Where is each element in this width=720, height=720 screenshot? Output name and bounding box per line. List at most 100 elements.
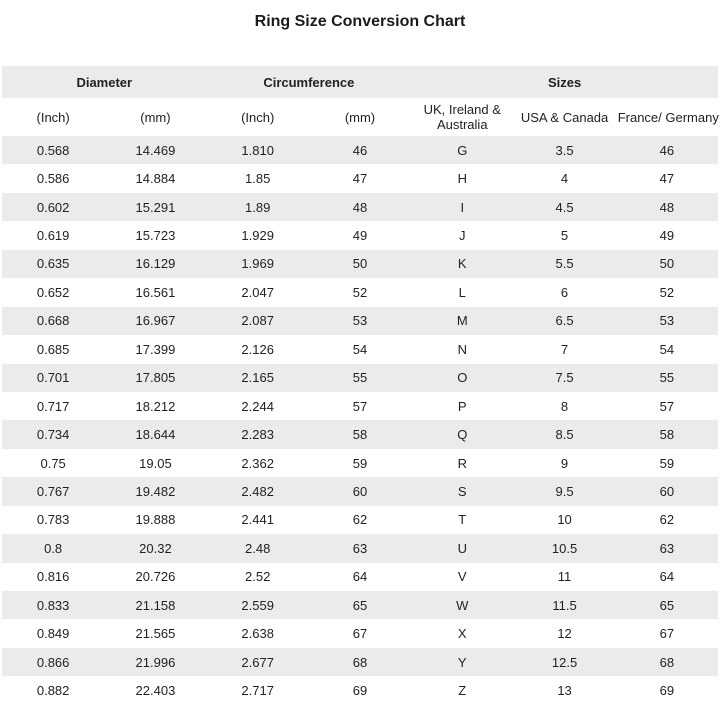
ring-size-table: Diameter Circumference Sizes (Inch) (mm)… — [2, 66, 719, 705]
table-cell: 11.5 — [552, 597, 577, 613]
table-cell: 8.5 — [555, 427, 574, 443]
table-cell: 62 — [659, 512, 675, 528]
table-cell: 50 — [659, 256, 675, 272]
table-cell: 60 — [659, 483, 675, 499]
table-cell: 5.5 — [555, 256, 574, 272]
table-cell: N — [457, 341, 467, 357]
table-cell: 65 — [659, 597, 675, 613]
column-header-france-germany: France/ Germany — [615, 98, 719, 136]
table-cell: 0.734 — [36, 427, 70, 443]
table-cell: 2.638 — [241, 626, 274, 642]
table-cell: 48 — [352, 199, 368, 215]
table-cell: 68 — [659, 654, 675, 670]
table-cell: 54 — [659, 341, 675, 357]
table-cell: 46 — [352, 142, 368, 158]
table-cell: 0.849 — [36, 626, 70, 642]
table-cell: 53 — [352, 313, 368, 329]
table-cell: 65 — [352, 597, 368, 613]
table-cell: 63 — [659, 540, 675, 556]
table-cell: 49 — [352, 228, 368, 244]
table-cell: 18.644 — [135, 427, 176, 443]
table-cell: 2.441 — [241, 512, 274, 528]
table-cell: 0.783 — [36, 512, 70, 528]
table-cell: 2.087 — [241, 313, 274, 329]
table-cell: 59 — [659, 455, 675, 471]
table-cell: M — [456, 313, 468, 329]
table-cell: 15.291 — [135, 199, 176, 215]
table-cell: 67 — [659, 626, 675, 642]
table-cell: 55 — [659, 370, 675, 386]
table-row: 0.635 16.129 1.969 50 K 5.5 50 — [2, 249, 718, 279]
table-cell: 3.5 — [555, 142, 574, 158]
table-body: 0.568 14.469 1.810 46 G 3.5 46 0.586 14.884 1.85 4… — [2, 136, 718, 705]
table-cell: 2.559 — [241, 597, 274, 613]
table-cell: 17.399 — [135, 341, 176, 357]
table-row: 0.652 16.561 2.047 52 L 6 52 — [2, 278, 718, 307]
table-cell: L — [458, 284, 466, 300]
table-cell: 1.969 — [241, 256, 274, 272]
table-cell: 9 — [560, 455, 569, 471]
table-row: 0.8 20.32 2.48 63 U 10.5 63 — [2, 534, 718, 563]
table-cell: 2.52 — [245, 569, 271, 585]
table-cell: 0.568 — [36, 142, 70, 158]
table-cell: 1.89 — [245, 199, 271, 215]
table-row: 0.717 18.212 2.244 57 P 8 57 — [2, 391, 718, 421]
table-cell: 49 — [659, 228, 675, 244]
table-cell: 20.32 — [139, 540, 172, 556]
table-cell: 2.283 — [241, 427, 274, 443]
table-row: 0.75 19.05 2.362 59 R 9 59 — [2, 448, 718, 478]
table-cell: X — [457, 626, 467, 642]
ring-size-conversion-page: Ring Size Conversion Chart Diameter Circ… — [2, 13, 719, 705]
table-cell: 11 — [557, 569, 572, 585]
table-cell: 67 — [352, 626, 368, 642]
table-cell: 6 — [560, 284, 569, 300]
table-row: 0.816 20.726 2.52 64 V 11 64 — [2, 562, 718, 591]
group-header-diameter: Diameter — [2, 66, 207, 98]
table-cell: 22.403 — [135, 683, 176, 699]
table-cell: 1.85 — [245, 171, 271, 187]
table-cell: 53 — [659, 313, 675, 329]
table-cell: 4 — [560, 171, 569, 187]
table-cell: 15.723 — [135, 228, 176, 244]
table-row: 0.783 19.888 2.441 62 T 10 62 — [2, 505, 718, 535]
table-cell: 0.8 — [44, 540, 63, 556]
table-cell: 60 — [352, 483, 368, 499]
table-cell: U — [457, 540, 467, 556]
table-cell: 21.158 — [135, 597, 176, 613]
table-cell: 2.165 — [241, 370, 274, 386]
table-row: 0.668 16.967 2.087 53 M 6.5 53 — [2, 306, 718, 336]
table-cell: Y — [457, 654, 467, 670]
table-cell: 14.884 — [135, 171, 176, 187]
table-cell: Z — [458, 683, 467, 699]
table-cell: 2.482 — [241, 483, 274, 499]
table-cell: 19.888 — [135, 512, 176, 528]
table-cell: 2.48 — [245, 540, 271, 556]
table-cell: 7.5 — [555, 370, 574, 386]
table-cell: 16.561 — [135, 284, 176, 300]
table-cell: 47 — [352, 171, 368, 187]
table-row: 0.767 19.482 2.482 60 S 9.5 60 — [2, 477, 718, 506]
table-cell: 21.565 — [135, 626, 176, 642]
table-cell: 8 — [560, 398, 569, 414]
table-cell: 62 — [352, 512, 368, 528]
table-row: 0.619 15.723 1.929 49 J 5 49 — [2, 221, 718, 250]
table-cell: 0.701 — [36, 370, 70, 386]
table-cell: 47 — [659, 171, 675, 187]
table-cell: 14.469 — [135, 142, 176, 158]
table-cell: 0.717 — [36, 398, 70, 414]
table-cell: 4.5 — [555, 199, 574, 215]
table-cell: 1.929 — [241, 228, 274, 244]
table-cell: P — [457, 398, 467, 414]
table-cell: Q — [457, 427, 468, 443]
table-cell: 54 — [352, 341, 368, 357]
table-row: 0.685 17.399 2.126 54 N 7 54 — [2, 335, 718, 364]
table-row: 0.882 22.403 2.717 69 Z 13 69 — [2, 676, 718, 705]
table-cell: I — [460, 199, 465, 215]
group-header-sizes: Sizes — [411, 66, 718, 98]
table-cell: 1.810 — [241, 142, 274, 158]
table-cell: W — [456, 597, 469, 613]
table-cell: K — [457, 256, 467, 272]
table-cell: 2.717 — [241, 683, 274, 699]
table-cell: 12 — [557, 626, 572, 642]
table-cell: 16.967 — [135, 313, 176, 329]
